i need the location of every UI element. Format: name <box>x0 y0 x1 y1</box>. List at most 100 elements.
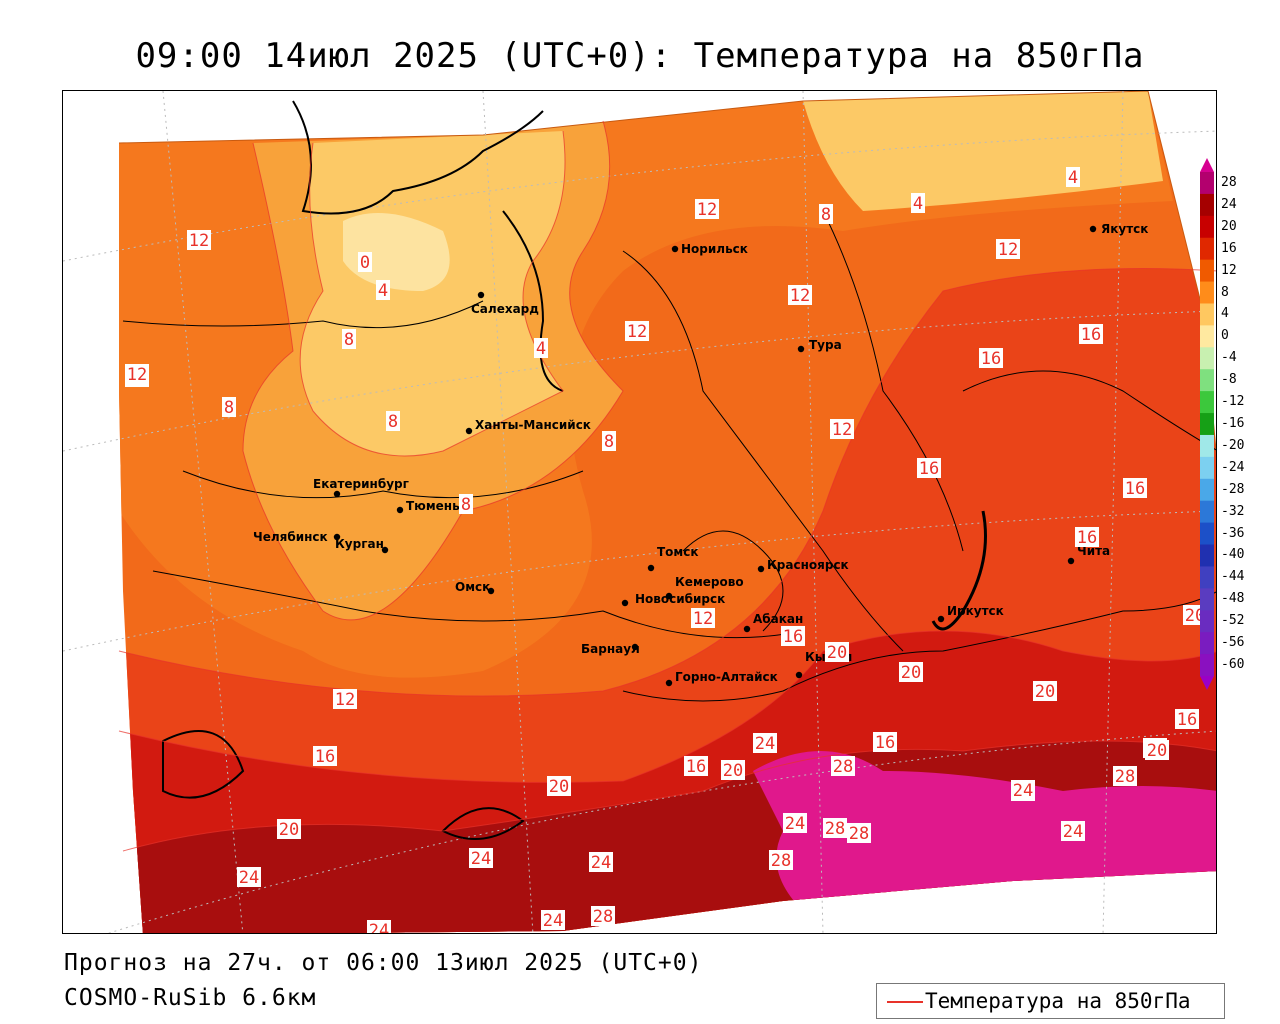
city-label: Барнаул <box>581 642 640 656</box>
city-marker <box>1089 225 1097 233</box>
colorbar-tick-label: 8 <box>1221 284 1229 300</box>
isotherm-label-box <box>125 364 149 384</box>
isotherm-label-box <box>187 230 211 250</box>
isotherm-label: 28 <box>849 824 869 844</box>
isotherm-label: 8 <box>388 412 398 432</box>
city-label: Тюмень <box>406 499 460 513</box>
isotherm-label: 12 <box>189 231 209 251</box>
isotherm-label: 8 <box>344 330 354 350</box>
colorbar-tick-label: -40 <box>1221 547 1245 563</box>
colorbar-tick-label: 20 <box>1221 218 1237 234</box>
isotherm-label: 4 <box>536 339 546 359</box>
colorbar-band <box>1200 588 1214 611</box>
isotherm-label-box <box>589 852 613 872</box>
isotherm-label: 16 <box>919 459 939 479</box>
isotherm-label-box <box>469 848 493 868</box>
model-name: COSMO-RuSib 6.6км <box>64 985 317 1011</box>
city-label: Красноярск <box>767 558 849 572</box>
city-label: Томск <box>657 545 699 559</box>
colorbar-tick-label: -32 <box>1221 503 1245 519</box>
isotherm-label-box <box>1123 478 1147 498</box>
isotherm-label-box <box>684 756 708 776</box>
isotherm-label-box <box>1145 740 1169 760</box>
isotherm-label: 16 <box>783 627 803 647</box>
colorbar-top-arrow <box>1200 158 1214 172</box>
isotherm-label-box <box>222 397 236 417</box>
city-marker <box>621 599 629 607</box>
isotherm-label-box <box>899 662 923 682</box>
isotherm-label: 8 <box>604 432 614 452</box>
isotherm-label: 24 <box>369 921 389 934</box>
isotherm-label: 12 <box>790 286 810 306</box>
city-marker <box>631 643 639 651</box>
colorbar-band <box>1200 391 1214 414</box>
isotherm-label-box <box>979 348 1003 368</box>
city-marker <box>937 615 945 623</box>
colorbar-tick-label: -12 <box>1221 394 1245 410</box>
colorbar-tick-label: -28 <box>1221 481 1245 497</box>
colorbar-tick-label: -48 <box>1221 591 1245 607</box>
city-marker <box>665 679 673 687</box>
isotherm-label-box <box>1075 527 1099 547</box>
isotherm-label: 16 <box>875 733 895 753</box>
colorbar-tick-label: -8 <box>1221 372 1237 388</box>
isotherm-label: 8 <box>821 205 831 225</box>
isotherm-label: 24 <box>543 911 563 931</box>
colorbar-tick-label: -4 <box>1221 350 1237 366</box>
isotherm-label: 4 <box>1068 168 1078 188</box>
colorbar-band <box>1200 281 1214 304</box>
cities-layer: Норильск Якутск Салехард Тура Ханты-Мансийск… <box>253 222 1148 687</box>
colorbar-band <box>1200 237 1214 261</box>
isotherm-label: 24 <box>785 814 805 834</box>
isotherm-label-box <box>695 199 719 219</box>
isotherm-label: 28 <box>593 907 613 927</box>
isotherm-label-box <box>602 431 616 451</box>
forecast-info: Прогноз на 27ч. от 06:00 13июл 2025 (UTC… <box>64 950 703 976</box>
colorbar-band <box>1200 413 1214 436</box>
isotherm-label-box <box>534 338 548 358</box>
isotherm-label-box <box>917 458 941 478</box>
colorbar-tick-label: 4 <box>1221 306 1229 322</box>
city-label: Тура <box>809 338 842 352</box>
city-marker <box>743 625 751 633</box>
colorbar-tick-label: 0 <box>1221 328 1229 344</box>
colorbar-band <box>1200 632 1214 655</box>
isotherm-label-box <box>996 239 1020 259</box>
city-marker <box>1067 557 1075 565</box>
colorbar-band <box>1200 325 1214 348</box>
isotherm-label-box <box>547 776 571 796</box>
isotherm-labels-layer: 1204412848124121288128121616121688161612… <box>125 167 1207 934</box>
city-label: Норильск <box>681 242 748 256</box>
graticule <box>63 91 1216 933</box>
isotherm-label-box <box>333 689 357 709</box>
isotherm-label-box <box>541 910 565 930</box>
colorbar-band <box>1200 303 1214 326</box>
isotherm-label-box <box>911 193 925 213</box>
isotherm-label-box <box>721 760 745 780</box>
colorbar-band <box>1200 434 1214 458</box>
city-label: Омск <box>455 580 490 594</box>
colorbar-tick-label: -36 <box>1221 525 1245 541</box>
colorbar-band <box>1200 522 1214 546</box>
city-marker <box>647 564 655 572</box>
isotherm-label: 12 <box>335 690 355 710</box>
isotherm-label-box <box>830 419 854 439</box>
boundaries <box>122 100 1216 840</box>
colorbar-band <box>1200 500 1214 524</box>
isotherm-label: 16 <box>1077 528 1097 548</box>
isotherm-label-box <box>376 280 390 300</box>
isotherm-label: 28 <box>1115 767 1135 787</box>
city-marker <box>396 506 404 514</box>
legend-line-swatch <box>887 1001 923 1003</box>
isotherm-label: 4 <box>913 194 923 214</box>
city-label: Абакан <box>753 612 803 626</box>
colorbar-tick-label: 28 <box>1221 174 1237 190</box>
isotherm-label: 20 <box>279 820 299 840</box>
city-label: Якутск <box>1101 222 1148 236</box>
isotherm-label-box <box>625 321 649 341</box>
colorbar-band <box>1200 456 1214 480</box>
isotherm-label-box <box>1066 167 1080 187</box>
city-label: Новосибирск <box>635 592 725 606</box>
city-marker <box>795 671 803 679</box>
city-marker <box>381 546 389 554</box>
